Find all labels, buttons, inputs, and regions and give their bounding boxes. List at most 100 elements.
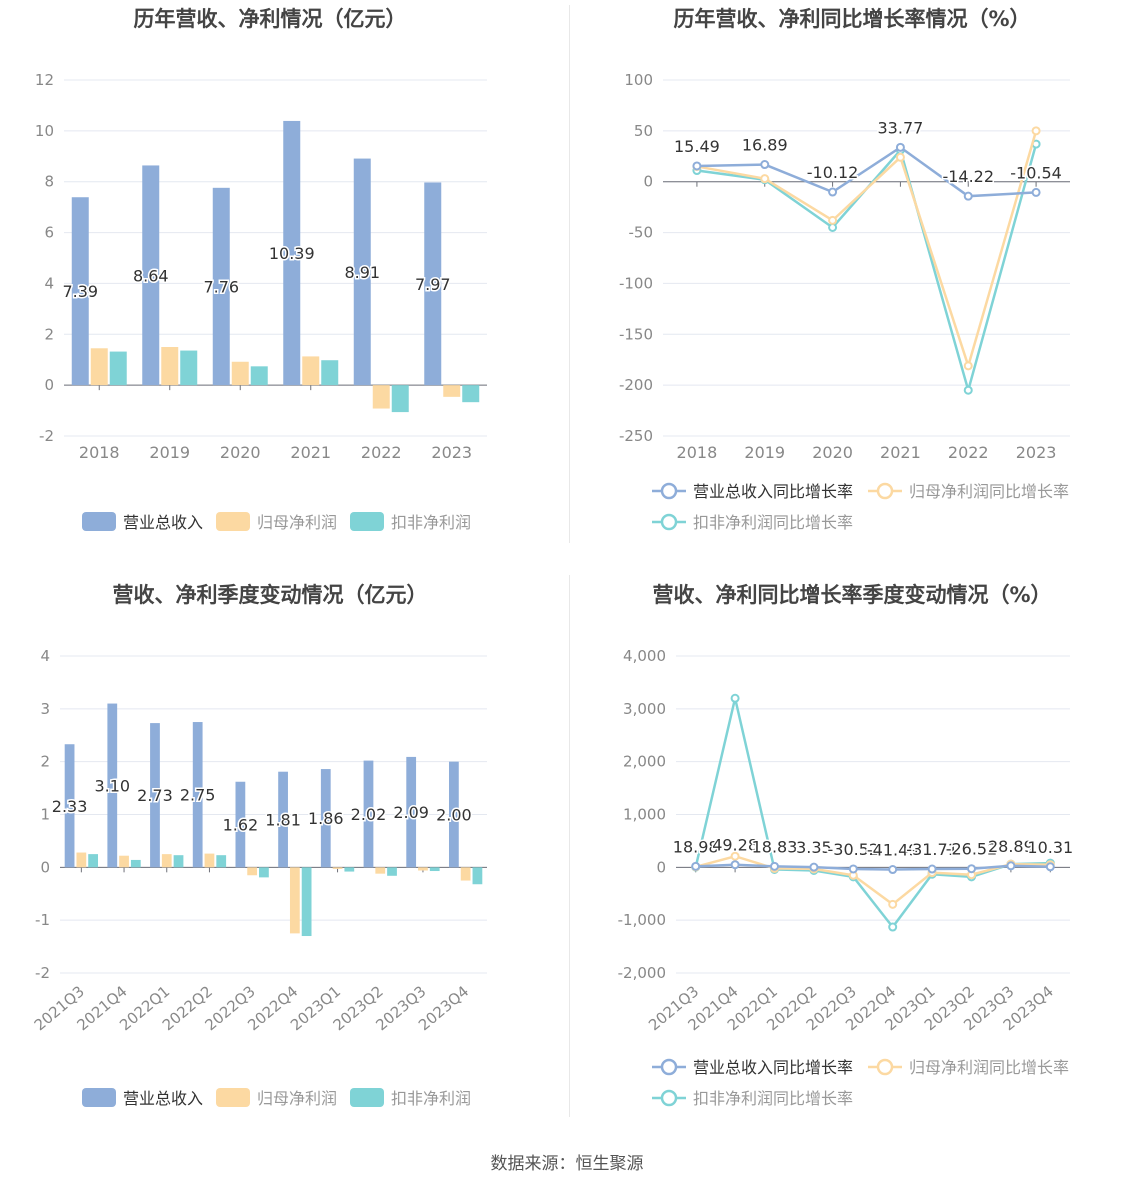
x-tick-label: 2023 <box>431 443 472 462</box>
bar-revenue <box>142 165 160 386</box>
legend-swatch-marker <box>660 482 678 500</box>
y-tick-label: 0 <box>44 376 54 394</box>
bar-revenue <box>363 760 374 868</box>
y-tick-label: 1,000 <box>623 806 666 824</box>
legend-swatch-marker <box>876 482 894 500</box>
bar-net-profit <box>231 361 249 386</box>
annual-revenue-profit-chart: 历年营收、净利情况（亿元） -2 0 2 4 6 8 10 12 2018 2019 2020 2021… <box>0 0 567 575</box>
bar-revenue <box>353 158 371 386</box>
bar-data-label: 2.00 <box>436 806 472 825</box>
legend-label: 营业总收入 <box>123 513 203 532</box>
series-line <box>695 854 1051 906</box>
chart-title: 历年营收、净利同比增长率情况（%） <box>673 7 1030 31</box>
line-data-label: -10.54 <box>1010 163 1062 182</box>
x-tick-label: 2021 <box>290 443 331 462</box>
vertical-divider-bottom <box>569 575 570 1117</box>
bar-deducted-profit <box>250 366 268 386</box>
bar-net-profit <box>76 852 87 868</box>
x-tick-label: 2019 <box>744 443 785 462</box>
y-tick-label: 2 <box>40 753 50 771</box>
bar-data-label: 8.91 <box>344 263 380 282</box>
y-tick-label: 0 <box>643 173 653 191</box>
bar-net-profit <box>375 867 386 874</box>
y-tick-label: -50 <box>629 224 654 242</box>
series-point <box>1031 126 1041 136</box>
bar-net-profit <box>418 867 428 871</box>
line-data-label: 15.49 <box>674 137 720 156</box>
series-line <box>694 697 1051 930</box>
chart-title: 历年营收、净利情况（亿元） <box>134 7 407 31</box>
line-data-label: -41.49 <box>867 841 919 860</box>
bar-data-label: 2.02 <box>351 805 387 824</box>
bar-net-profit <box>289 867 300 934</box>
bar-data-label: 10.39 <box>269 244 315 263</box>
series-point <box>927 864 937 874</box>
bar-data-label: 1.62 <box>223 816 259 835</box>
bar-revenue <box>64 744 75 868</box>
line-data-label: -30.52 <box>828 840 880 859</box>
x-tick-label: 2020 <box>812 443 853 462</box>
bar-revenue <box>107 703 118 868</box>
series-point <box>809 862 819 872</box>
series-point <box>888 922 898 932</box>
y-tick-label: 8 <box>44 173 54 191</box>
bar-data-label: 3.10 <box>94 776 130 795</box>
bar-net-profit <box>372 385 390 409</box>
series-point <box>1006 861 1016 871</box>
bar-revenue <box>278 771 288 868</box>
line-data-label: 16.89 <box>742 136 788 155</box>
bar-data-label: 1.86 <box>308 809 344 828</box>
legend-swatch <box>350 1088 384 1107</box>
bar-deducted-profit <box>344 867 355 872</box>
line-data-label: -31.71 <box>906 840 958 859</box>
bar-net-profit <box>460 867 471 881</box>
series-point <box>888 865 898 875</box>
x-tick-label: 2023 <box>1016 443 1057 462</box>
legend-swatch-marker <box>660 1058 678 1076</box>
bar-revenue <box>448 761 459 868</box>
bar-deducted-profit <box>472 867 483 885</box>
series-point <box>730 860 740 870</box>
series-point <box>691 861 701 871</box>
data-source-note: 数据来源：恒生聚源 <box>490 1154 644 1174</box>
series-point <box>963 385 973 395</box>
quarterly-growth-rate-chart: 营收、净利同比增长率季度变动情况（%） -2,000 -1,000 0 1,000 2,0… <box>567 575 1134 1150</box>
bar-revenue <box>424 182 442 386</box>
bar-deducted-profit <box>301 867 312 937</box>
legend-swatch <box>216 1088 250 1107</box>
legend-swatch <box>350 512 384 531</box>
x-tick-label: 2022 <box>948 443 989 462</box>
legend-label: 扣非净利润同比增长率 <box>693 513 853 532</box>
bar-data-label: 8.64 <box>133 266 169 285</box>
chart-title: 营收、净利同比增长率季度变动情况（%） <box>652 583 1051 607</box>
bar-deducted-profit <box>130 859 141 868</box>
line-data-label: 33.77 <box>878 118 924 137</box>
y-tick-label: -100 <box>619 274 653 292</box>
series-line <box>695 863 1051 871</box>
y-tick-label: -1,000 <box>618 911 666 929</box>
legend-swatch <box>82 1088 116 1107</box>
series-point <box>1031 187 1041 197</box>
series-point <box>848 864 858 874</box>
y-tick-label: 4 <box>40 647 50 665</box>
series-point <box>1045 862 1055 872</box>
bar-revenue <box>406 756 417 868</box>
bar-revenue <box>320 769 331 868</box>
x-tick-label: 2018 <box>79 443 120 462</box>
x-tick-label: 2018 <box>677 443 718 462</box>
y-tick-label: 0 <box>40 858 50 876</box>
y-tick-label: -2 <box>39 427 54 445</box>
y-tick-label: 2 <box>44 325 54 343</box>
series-point <box>692 161 702 171</box>
bar-deducted-profit <box>109 351 127 386</box>
legend-label: 归母净利润 <box>257 1089 337 1108</box>
legend-swatch-marker <box>660 1089 678 1107</box>
legend-label: 归母净利润同比增长率 <box>909 482 1069 501</box>
quarterly-revenue-profit-chart: 营收、净利季度变动情况（亿元） -2 -1 0 1 2 3 4 2021Q3 2021Q4 2022… <box>0 575 567 1150</box>
bar-data-label: 1.81 <box>265 811 301 830</box>
bar-data-label: 7.76 <box>203 277 239 296</box>
line-data-label: -14.22 <box>942 167 994 186</box>
bar-revenue <box>283 120 301 386</box>
series-point <box>895 142 905 152</box>
bar-data-label: 7.97 <box>415 275 451 294</box>
